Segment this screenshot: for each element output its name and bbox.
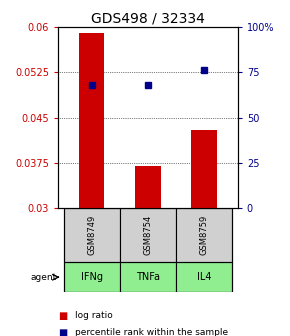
Text: GSM8754: GSM8754	[143, 215, 153, 255]
Bar	[176, 208, 232, 262]
Text: IFNg: IFNg	[81, 272, 103, 282]
Bar	[120, 262, 176, 292]
Text: ■: ■	[58, 328, 67, 336]
Text: TNFa: TNFa	[136, 272, 160, 282]
Title: GDS498 / 32334: GDS498 / 32334	[91, 12, 205, 26]
Bar	[135, 166, 161, 208]
Bar	[120, 208, 176, 262]
Text: GSM8759: GSM8759	[200, 215, 209, 255]
Text: IL4: IL4	[197, 272, 211, 282]
Bar	[191, 130, 217, 208]
Text: GSM8749: GSM8749	[87, 215, 96, 255]
Text: agent: agent	[31, 273, 57, 282]
Text: log ratio: log ratio	[75, 311, 113, 320]
Text: percentile rank within the sample: percentile rank within the sample	[75, 328, 229, 336]
Bar	[64, 262, 120, 292]
Bar	[79, 33, 104, 208]
Text: ■: ■	[58, 311, 67, 321]
Bar	[64, 208, 120, 262]
Bar	[176, 262, 232, 292]
